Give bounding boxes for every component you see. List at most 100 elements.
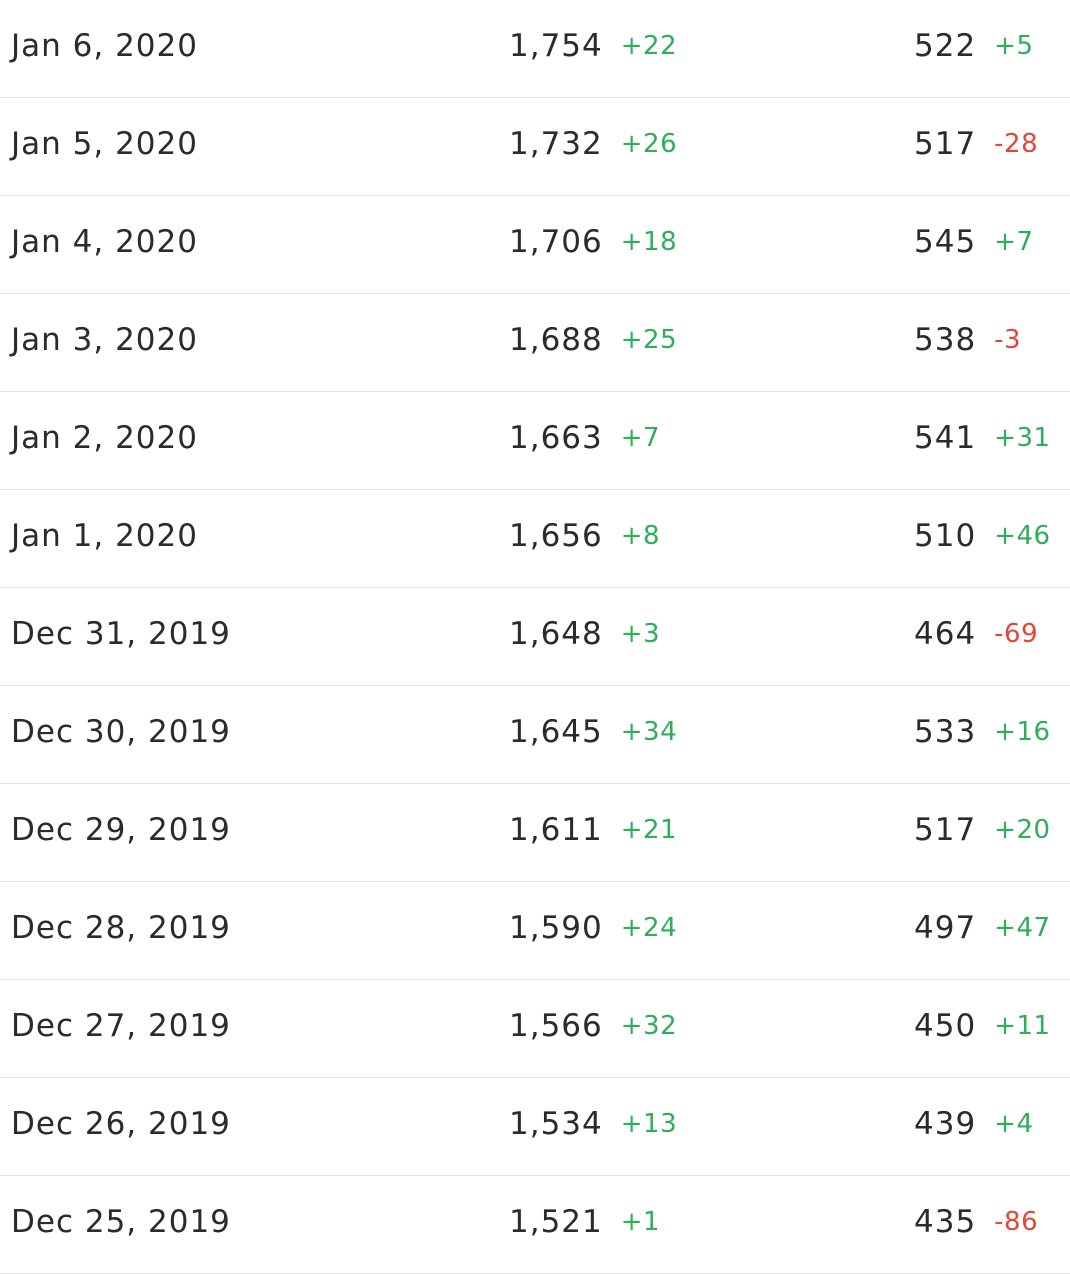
date-label: Dec 25, 2019 bbox=[11, 1204, 231, 1240]
total-b-value: 439 bbox=[914, 1106, 977, 1142]
total-b-delta: +46 bbox=[994, 521, 1051, 551]
date-label: Dec 28, 2019 bbox=[11, 910, 231, 946]
date-label: Jan 6, 2020 bbox=[11, 28, 198, 64]
table-row: Jan 6, 2020 1,754 +22 522 +5 bbox=[0, 0, 1070, 98]
total-b-value: 533 bbox=[914, 714, 977, 750]
total-a-value: 1,663 bbox=[509, 420, 603, 456]
date-cell: Dec 27, 2019 bbox=[11, 980, 231, 1072]
date-cell: Dec 29, 2019 bbox=[11, 784, 231, 876]
total-b-value: 517 bbox=[914, 812, 977, 848]
date-label: Dec 27, 2019 bbox=[11, 1008, 231, 1044]
total-b-cell: 450 +11 bbox=[914, 980, 1051, 1072]
total-b-value: 522 bbox=[914, 28, 977, 64]
total-a-delta: +22 bbox=[620, 31, 678, 61]
table-row: Dec 25, 2019 1,521 +1 435 -86 bbox=[0, 1176, 1070, 1274]
total-b-delta: +7 bbox=[994, 227, 1034, 257]
total-a-cell: 1,706 +18 bbox=[509, 196, 677, 288]
total-b-cell: 541 +31 bbox=[914, 392, 1051, 484]
date-cell: Jan 1, 2020 bbox=[11, 490, 198, 582]
date-cell: Jan 3, 2020 bbox=[11, 294, 198, 386]
total-b-cell: 510 +46 bbox=[914, 490, 1051, 582]
table-row: Dec 27, 2019 1,566 +32 450 +11 bbox=[0, 980, 1070, 1078]
total-a-delta: +13 bbox=[620, 1109, 678, 1139]
total-b-delta: -69 bbox=[994, 619, 1039, 649]
total-a-cell: 1,663 +7 bbox=[509, 392, 660, 484]
total-b-cell: 545 +7 bbox=[914, 196, 1034, 288]
total-b-delta: +47 bbox=[994, 913, 1051, 943]
total-a-delta: +1 bbox=[620, 1207, 661, 1237]
total-a-value: 1,534 bbox=[509, 1106, 603, 1142]
total-b-delta: +20 bbox=[994, 815, 1051, 845]
total-a-delta: +18 bbox=[620, 227, 678, 257]
date-cell: Jan 6, 2020 bbox=[11, 0, 198, 92]
date-cell: Jan 5, 2020 bbox=[11, 98, 198, 190]
total-a-value: 1,754 bbox=[509, 28, 603, 64]
total-a-value: 1,645 bbox=[509, 714, 603, 750]
total-a-cell: 1,754 +22 bbox=[509, 0, 677, 92]
total-a-value: 1,590 bbox=[509, 910, 603, 946]
total-a-delta: +34 bbox=[620, 717, 678, 747]
total-a-cell: 1,648 +3 bbox=[509, 588, 660, 680]
table-row: Jan 2, 2020 1,663 +7 541 +31 bbox=[0, 392, 1070, 490]
total-a-value: 1,521 bbox=[509, 1204, 603, 1240]
date-label: Jan 2, 2020 bbox=[11, 420, 198, 456]
date-label: Dec 31, 2019 bbox=[11, 616, 231, 652]
total-b-delta: +16 bbox=[994, 717, 1051, 747]
date-cell: Dec 30, 2019 bbox=[11, 686, 231, 778]
total-b-delta: +11 bbox=[994, 1011, 1051, 1041]
total-b-delta: -86 bbox=[994, 1207, 1039, 1237]
total-a-cell: 1,645 +34 bbox=[509, 686, 677, 778]
total-b-value: 541 bbox=[914, 420, 977, 456]
table-row: Dec 28, 2019 1,590 +24 497 +47 bbox=[0, 882, 1070, 980]
total-a-delta: +26 bbox=[620, 129, 678, 159]
date-cell: Dec 28, 2019 bbox=[11, 882, 231, 974]
total-b-cell: 522 +5 bbox=[914, 0, 1034, 92]
date-cell: Dec 26, 2019 bbox=[11, 1078, 231, 1170]
total-b-value: 538 bbox=[914, 322, 977, 358]
table-row: Jan 1, 2020 1,656 +8 510 +46 bbox=[0, 490, 1070, 588]
total-b-delta: -3 bbox=[994, 325, 1022, 355]
total-b-value: 435 bbox=[914, 1204, 977, 1240]
date-label: Jan 3, 2020 bbox=[11, 322, 198, 358]
total-b-cell: 517 -28 bbox=[914, 98, 1038, 190]
date-cell: Jan 4, 2020 bbox=[11, 196, 198, 288]
total-b-delta: +4 bbox=[994, 1109, 1034, 1139]
total-a-delta: +25 bbox=[620, 325, 678, 355]
date-label: Dec 29, 2019 bbox=[11, 812, 231, 848]
total-a-delta: +24 bbox=[620, 913, 678, 943]
total-b-cell: 439 +4 bbox=[914, 1078, 1034, 1170]
total-b-value: 517 bbox=[914, 126, 977, 162]
total-a-cell: 1,521 +1 bbox=[509, 1176, 660, 1268]
total-b-cell: 533 +16 bbox=[914, 686, 1051, 778]
date-label: Dec 26, 2019 bbox=[11, 1106, 231, 1142]
total-b-cell: 464 -69 bbox=[914, 588, 1038, 680]
date-label: Jan 5, 2020 bbox=[11, 126, 198, 162]
total-b-cell: 497 +47 bbox=[914, 882, 1051, 974]
date-label: Jan 1, 2020 bbox=[11, 518, 198, 554]
total-a-cell: 1,688 +25 bbox=[509, 294, 677, 386]
total-b-value: 450 bbox=[914, 1008, 977, 1044]
total-a-delta: +32 bbox=[620, 1011, 678, 1041]
total-b-delta: +5 bbox=[994, 31, 1034, 61]
date-cell: Jan 2, 2020 bbox=[11, 392, 198, 484]
total-a-value: 1,566 bbox=[509, 1008, 603, 1044]
total-a-delta: +8 bbox=[620, 521, 661, 551]
total-a-cell: 1,566 +32 bbox=[509, 980, 677, 1072]
total-a-delta: +7 bbox=[620, 423, 661, 453]
total-a-cell: 1,611 +21 bbox=[509, 784, 677, 876]
date-cell: Dec 25, 2019 bbox=[11, 1176, 231, 1268]
total-a-value: 1,611 bbox=[509, 812, 603, 848]
total-b-value: 497 bbox=[914, 910, 977, 946]
total-b-cell: 517 +20 bbox=[914, 784, 1051, 876]
table-row: Dec 31, 2019 1,648 +3 464 -69 bbox=[0, 588, 1070, 686]
date-cell: Dec 31, 2019 bbox=[11, 588, 231, 680]
total-a-value: 1,656 bbox=[509, 518, 603, 554]
table-row: Dec 29, 2019 1,611 +21 517 +20 bbox=[0, 784, 1070, 882]
total-a-cell: 1,534 +13 bbox=[509, 1078, 677, 1170]
table-row: Jan 4, 2020 1,706 +18 545 +7 bbox=[0, 196, 1070, 294]
total-a-cell: 1,732 +26 bbox=[509, 98, 677, 190]
table-row: Jan 3, 2020 1,688 +25 538 -3 bbox=[0, 294, 1070, 392]
total-a-delta: +21 bbox=[620, 815, 678, 845]
total-b-value: 464 bbox=[914, 616, 977, 652]
